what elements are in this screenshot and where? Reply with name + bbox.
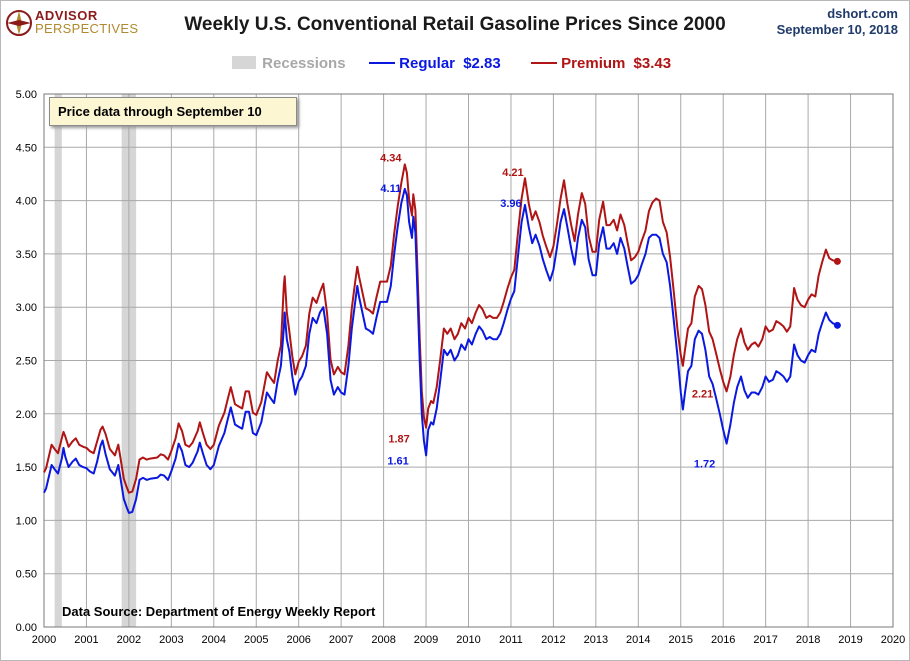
- legend-premium-label: Premium: [561, 55, 626, 72]
- chart-title: Weekly U.S. Conventional Retail Gasoline…: [184, 14, 726, 35]
- y-tick-label: 5.00: [16, 89, 37, 101]
- x-tick-label: 2017: [753, 634, 777, 646]
- x-tick-label: 2002: [117, 634, 141, 646]
- recession-swatch: [232, 56, 256, 69]
- annotation-label: 1.87: [388, 434, 409, 446]
- x-tick-label: 2003: [159, 634, 183, 646]
- annotation-label: 4.21: [502, 167, 523, 179]
- x-tick-label: 2014: [626, 634, 650, 646]
- y-tick-label: 3.00: [16, 302, 37, 314]
- series-end-marker-premium: [833, 257, 841, 265]
- x-tick-label: 2001: [74, 634, 98, 646]
- x-tick-label: 2005: [244, 634, 268, 646]
- compass-icon: [6, 10, 32, 36]
- legend-regular: Regular $2.83: [369, 55, 501, 72]
- x-tick-label: 2019: [838, 634, 862, 646]
- legend-recessions-label: Recessions: [262, 55, 346, 72]
- legend-regular-value: $2.83: [463, 55, 501, 72]
- annotation-label: 3.96: [500, 198, 521, 210]
- series-end-marker-regular: [833, 321, 841, 329]
- note-text: Price data through September 10: [58, 104, 262, 119]
- y-tick-label: 2.00: [16, 409, 37, 421]
- y-tick-label: 1.50: [16, 462, 37, 474]
- x-tick-label: 2011: [499, 634, 523, 646]
- annotation-label: 1.61: [387, 455, 408, 467]
- x-tick-label: 2008: [371, 634, 395, 646]
- x-tick-label: 2007: [329, 634, 353, 646]
- x-tick-label: 2009: [414, 634, 438, 646]
- annotation-label: 2.21: [692, 388, 713, 400]
- y-tick-label: 4.50: [16, 142, 37, 154]
- annotation-label: 4.34: [380, 152, 402, 164]
- site-info: dshort.com September 10, 2018: [777, 6, 898, 38]
- data-source: Data Source: Department of Energy Weekly…: [62, 604, 376, 619]
- series-line-premium: [43, 163, 838, 494]
- legend: Recessions Regular $2.83 Premium $3.43: [0, 55, 910, 75]
- legend-recessions: Recessions: [232, 55, 346, 72]
- x-tick-label: 2018: [796, 634, 820, 646]
- x-tick-label: 2012: [541, 634, 565, 646]
- site-name: dshort.com: [827, 6, 898, 21]
- series-line-regular: [43, 187, 838, 514]
- annotation-label: 1.72: [694, 459, 715, 471]
- y-tick-label: 1.00: [16, 515, 37, 527]
- y-tick-label: 0.50: [16, 569, 37, 581]
- y-tick-label: 3.50: [16, 249, 37, 261]
- premium-swatch: [531, 62, 557, 64]
- logo-text-line1: ADVISOR: [35, 8, 98, 23]
- x-tick-label: 2013: [584, 634, 608, 646]
- legend-premium-value: $3.43: [633, 55, 672, 72]
- x-tick-label: 2004: [202, 634, 226, 646]
- y-tick-label: 2.50: [16, 356, 37, 368]
- legend-regular-label: Regular: [399, 55, 456, 72]
- regular-swatch: [369, 62, 395, 64]
- plot-border: [43, 93, 894, 628]
- logo-text-line2: PERSPECTIVES: [35, 21, 139, 36]
- annotation-label: 4.11: [380, 183, 401, 195]
- x-tick-label: 2000: [32, 634, 56, 646]
- x-tick-label: 2006: [286, 634, 310, 646]
- y-tick-label: 0.00: [16, 622, 37, 634]
- x-tick-label: 2020: [881, 634, 905, 646]
- note-box: Price data through September 10: [49, 97, 297, 126]
- x-tick-label: 2010: [456, 634, 480, 646]
- x-tick-label: 2015: [669, 634, 693, 646]
- advisor-perspectives-logo: ADVISOR PERSPECTIVES: [4, 6, 144, 40]
- y-tick-label: 4.00: [16, 196, 37, 208]
- chart-date: September 10, 2018: [776, 22, 898, 37]
- x-tick-label: 2016: [711, 634, 735, 646]
- legend-premium: Premium $3.43: [531, 55, 671, 72]
